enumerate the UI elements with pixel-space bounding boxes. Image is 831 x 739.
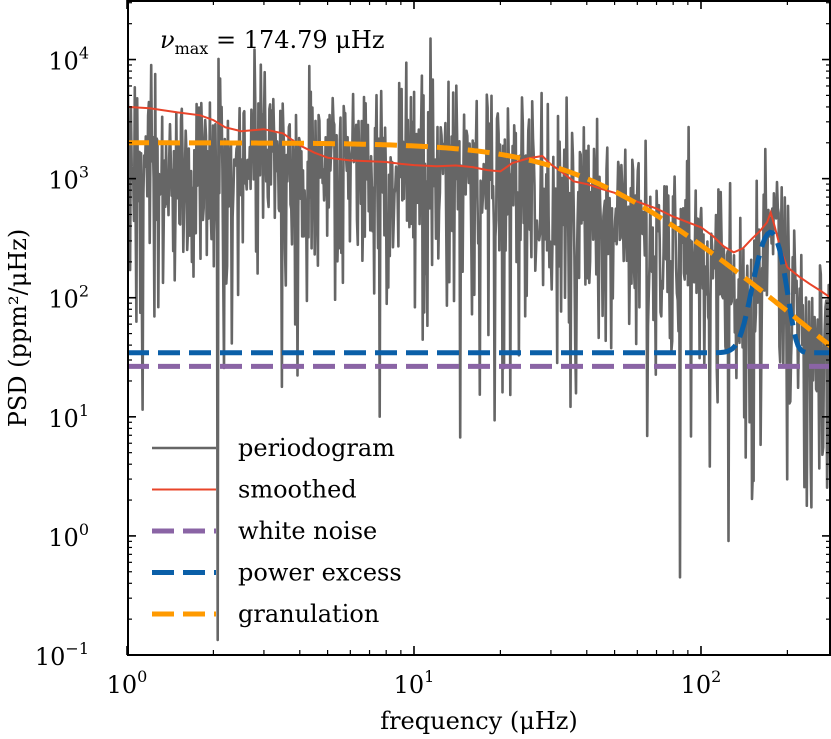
- y-tick-label: 100: [48, 520, 89, 552]
- legend-label-power-excess: power excess: [238, 559, 402, 587]
- y-axis-label: PSD (ppm²/μHz): [4, 229, 32, 428]
- axes-layer: 100 101 102 10−1 100 101 102 103 104: [35, 0, 831, 699]
- legend: periodogram smoothed white noise power exce…: [152, 434, 402, 628]
- y-tick-label: 104: [48, 44, 89, 76]
- series-power-excess: [127, 229, 831, 356]
- x-tick-label: 100: [107, 667, 148, 699]
- nu-max-annotation: νmax = 174.79 μHz: [160, 26, 384, 58]
- series-granulation: [127, 140, 831, 349]
- y-tick-label: 102: [48, 282, 89, 314]
- x-axis-label: frequency (μHz): [380, 707, 578, 735]
- x-tick-label: 102: [681, 667, 722, 699]
- series-layer: [127, 37, 831, 642]
- y-tick-label: 101: [48, 401, 89, 433]
- legend-label-white-noise: white noise: [238, 517, 377, 545]
- series-periodogram: [127, 37, 831, 642]
- y-tick-label: 103: [48, 163, 89, 195]
- series-smoothed: [127, 105, 831, 299]
- x-tick-label: 101: [394, 667, 435, 699]
- legend-label-granulation: granulation: [238, 600, 379, 628]
- legend-label-smoothed: smoothed: [238, 476, 357, 504]
- axes-frame: [127, 0, 831, 656]
- y-tick-label: 10−1: [35, 639, 89, 671]
- legend-label-periodogram: periodogram: [238, 434, 395, 462]
